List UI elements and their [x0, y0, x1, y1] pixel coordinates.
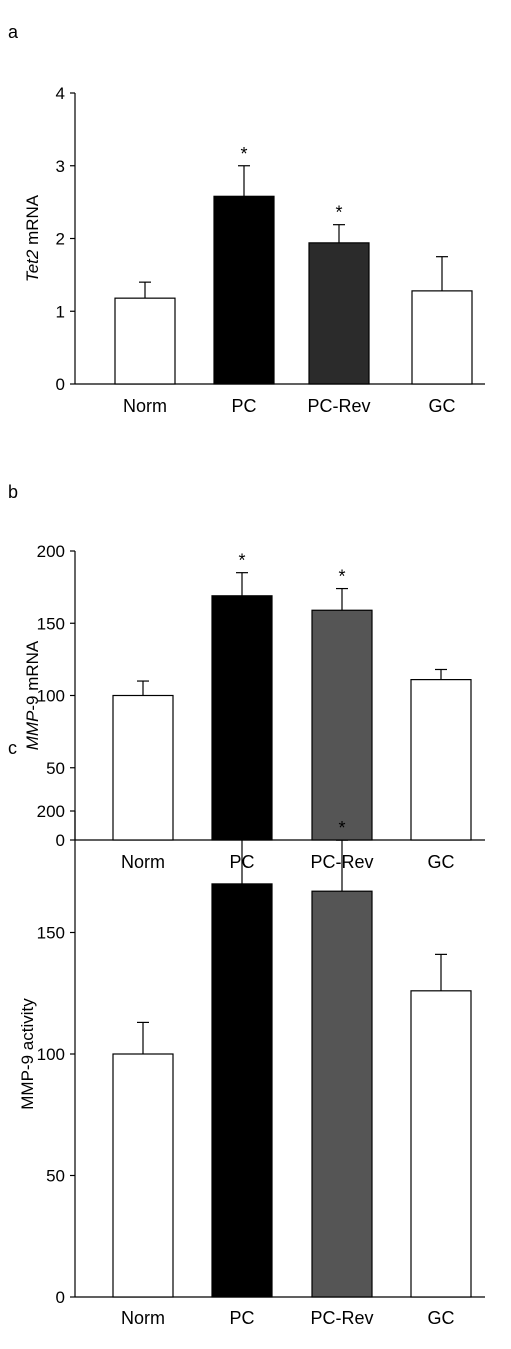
category-label: GC: [429, 396, 456, 416]
y-tick-label: 50: [46, 1167, 65, 1186]
y-tick-label: 150: [37, 614, 65, 633]
y-tick-label: 0: [56, 1288, 65, 1307]
y-axis-label: MMP-9 activity: [18, 998, 37, 1110]
bar-gc: [411, 290, 473, 385]
category-label: PC-Rev: [310, 1308, 373, 1328]
y-tick-label: 200: [37, 542, 65, 561]
y-tick-label: 3: [56, 157, 65, 176]
category-label: PC: [229, 1308, 254, 1328]
chart-panel-a: a 0 1 2 3 4 Tet2 mRNA Norm * PC * PC-Rev GC: [8, 22, 485, 416]
y-tick-label: 0: [56, 831, 65, 850]
bar-gc: [410, 990, 472, 1298]
chart-panel-c: c 0 50 100 150 200 MMP-9 activity Norm * PC * PC-Re…: [8, 738, 485, 1328]
category-label: GC: [428, 1308, 455, 1328]
panel-label: c: [8, 738, 17, 758]
bar-norm: [112, 694, 174, 841]
significance-marker: *: [338, 818, 345, 838]
significance-marker: *: [335, 203, 342, 223]
bar-pc-rev: [311, 609, 373, 841]
bar-pc: [213, 195, 275, 385]
y-tick-label: 0: [56, 375, 65, 394]
y-tick-label: 2: [56, 230, 65, 249]
y-tick-label: 4: [56, 84, 65, 103]
panel-label: a: [8, 22, 19, 42]
bar-pc: [211, 883, 273, 1298]
y-axis-label: MMP-9 mRNA: [23, 640, 42, 750]
y-tick-label: 50: [46, 759, 65, 778]
y-axis-label: Tet2 mRNA: [23, 194, 42, 282]
bar-gc: [410, 679, 472, 841]
significance-marker: *: [240, 144, 247, 164]
bar-pc-rev: [308, 242, 370, 385]
y-tick-label: 200: [37, 802, 65, 821]
bar-pc: [211, 595, 273, 841]
y-tick-label: 100: [37, 687, 65, 706]
y-tick-label: 100: [37, 1045, 65, 1064]
category-label: Norm: [121, 852, 165, 872]
significance-marker: *: [238, 806, 245, 826]
y-tick-label: 150: [37, 924, 65, 943]
y-tick-label: 1: [56, 302, 65, 321]
category-label: PC-Rev: [307, 396, 370, 416]
category-label: Norm: [123, 396, 167, 416]
significance-marker: *: [338, 567, 345, 587]
category-label: Norm: [121, 1308, 165, 1328]
significance-marker: *: [238, 551, 245, 571]
bar-pc-rev: [311, 890, 373, 1298]
panel-label: b: [8, 482, 18, 502]
category-label: GC: [428, 852, 455, 872]
bar-norm: [114, 297, 176, 385]
bar-norm: [112, 1053, 174, 1298]
category-label: PC: [231, 396, 256, 416]
